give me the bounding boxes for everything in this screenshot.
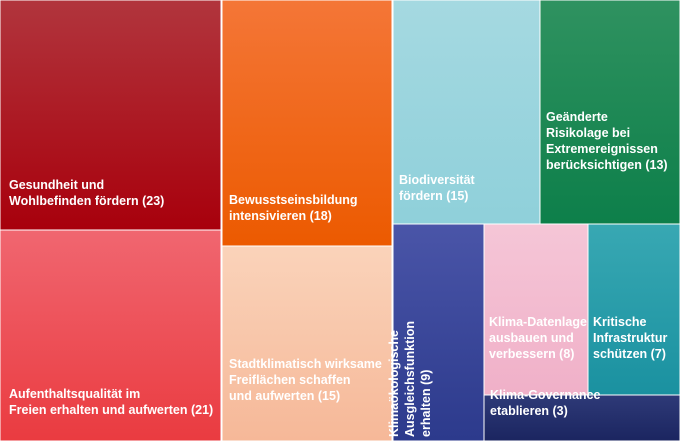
treemap-label-line: Stadtklimatisch wirksame <box>229 357 382 371</box>
treemap-cell-datenlage[interactable] <box>483 223 589 396</box>
treemap-label-line: Klimaökologische <box>387 330 401 437</box>
treemap-label-line: Klima-Governance <box>490 388 601 402</box>
treemap-cell-gesundheit[interactable] <box>0 0 222 231</box>
treemap-label-bewusstsein: Bewusstseinsbildung intensivieren (18) <box>229 193 358 223</box>
treemap-label-governance: Klima-Governance etablieren (3) <box>490 388 601 418</box>
treemap-label-ausgleich: Klimaökologische Ausgleichsfunktion erhalt… <box>387 321 433 437</box>
treemap-label-line: Biodiversität <box>399 173 476 187</box>
treemap-label-line: Risikolage bei <box>546 126 630 140</box>
treemap-label-line: Kritische <box>593 315 647 329</box>
treemap-cell-stadtklima[interactable] <box>221 245 393 441</box>
treemap-label-line: Bewusstseinsbildung <box>229 193 358 207</box>
treemap-label-line: Extremereignissen <box>546 142 658 156</box>
treemap-cell-biodiversitaet[interactable] <box>392 0 541 225</box>
treemap-label-line: Freiflächen schaffen <box>229 373 351 387</box>
treemap-label-line: und aufwerten (15) <box>229 389 340 403</box>
treemap-cell-aufenthalt[interactable] <box>0 229 222 441</box>
treemap-cell-ausgleich[interactable] <box>392 223 485 441</box>
treemap-label-line: Freien erhalten und aufwerten (21) <box>9 403 213 417</box>
treemap-label-line: ausbauen und <box>489 331 574 345</box>
treemap-cell-governance[interactable] <box>483 394 680 441</box>
treemap-cell-risikolage[interactable] <box>539 0 680 225</box>
treemap-label-datenlage: Klima-Datenlage ausbauen und verbessern (8… <box>489 315 587 361</box>
treemap-label-aufenthalt: Aufenthaltsqualität im Freien erhalten un… <box>9 387 213 417</box>
treemap-label-line: etablieren (3) <box>490 404 568 418</box>
treemap-label-line: Ausgleichsfunktion <box>403 321 417 437</box>
treemap-label-line: Geänderte <box>546 110 608 124</box>
treemap-label-line: Klima-Datenlage <box>489 315 587 329</box>
treemap-label-line: fördern (15) <box>399 189 468 203</box>
treemap-label-line: Wohlbefinden fördern (23) <box>9 194 164 208</box>
treemap-label-risikolage: Geänderte Risikolage bei Extremereignissen… <box>546 110 668 172</box>
treemap-label-stadtklima: Stadtklimatisch wirksame Freiflächen scha… <box>229 357 382 403</box>
treemap-label-biodiversitaet: Biodiversität fördern (15) <box>399 173 476 203</box>
treemap-label-line: Infrastruktur <box>593 331 667 345</box>
treemap-label-gesundheit: Gesundheit und Wohlbefinden fördern (23) <box>9 178 164 208</box>
treemap-label-line: erhalten (9) <box>419 370 433 437</box>
treemap-label-line: verbessern (8) <box>489 347 574 361</box>
treemap-cell-infrastruktur[interactable] <box>587 223 680 396</box>
treemap-label-line: intensivieren (18) <box>229 209 332 223</box>
treemap-label-line: schützen (7) <box>593 347 666 361</box>
treemap-label-line: Gesundheit und <box>9 178 104 192</box>
treemap-label-line: berücksichtigen (13) <box>546 158 668 172</box>
treemap-label-infrastruktur: Kritische Infrastruktur schützen (7) <box>593 315 667 361</box>
treemap-label-line: Aufenthaltsqualität im <box>9 387 140 401</box>
